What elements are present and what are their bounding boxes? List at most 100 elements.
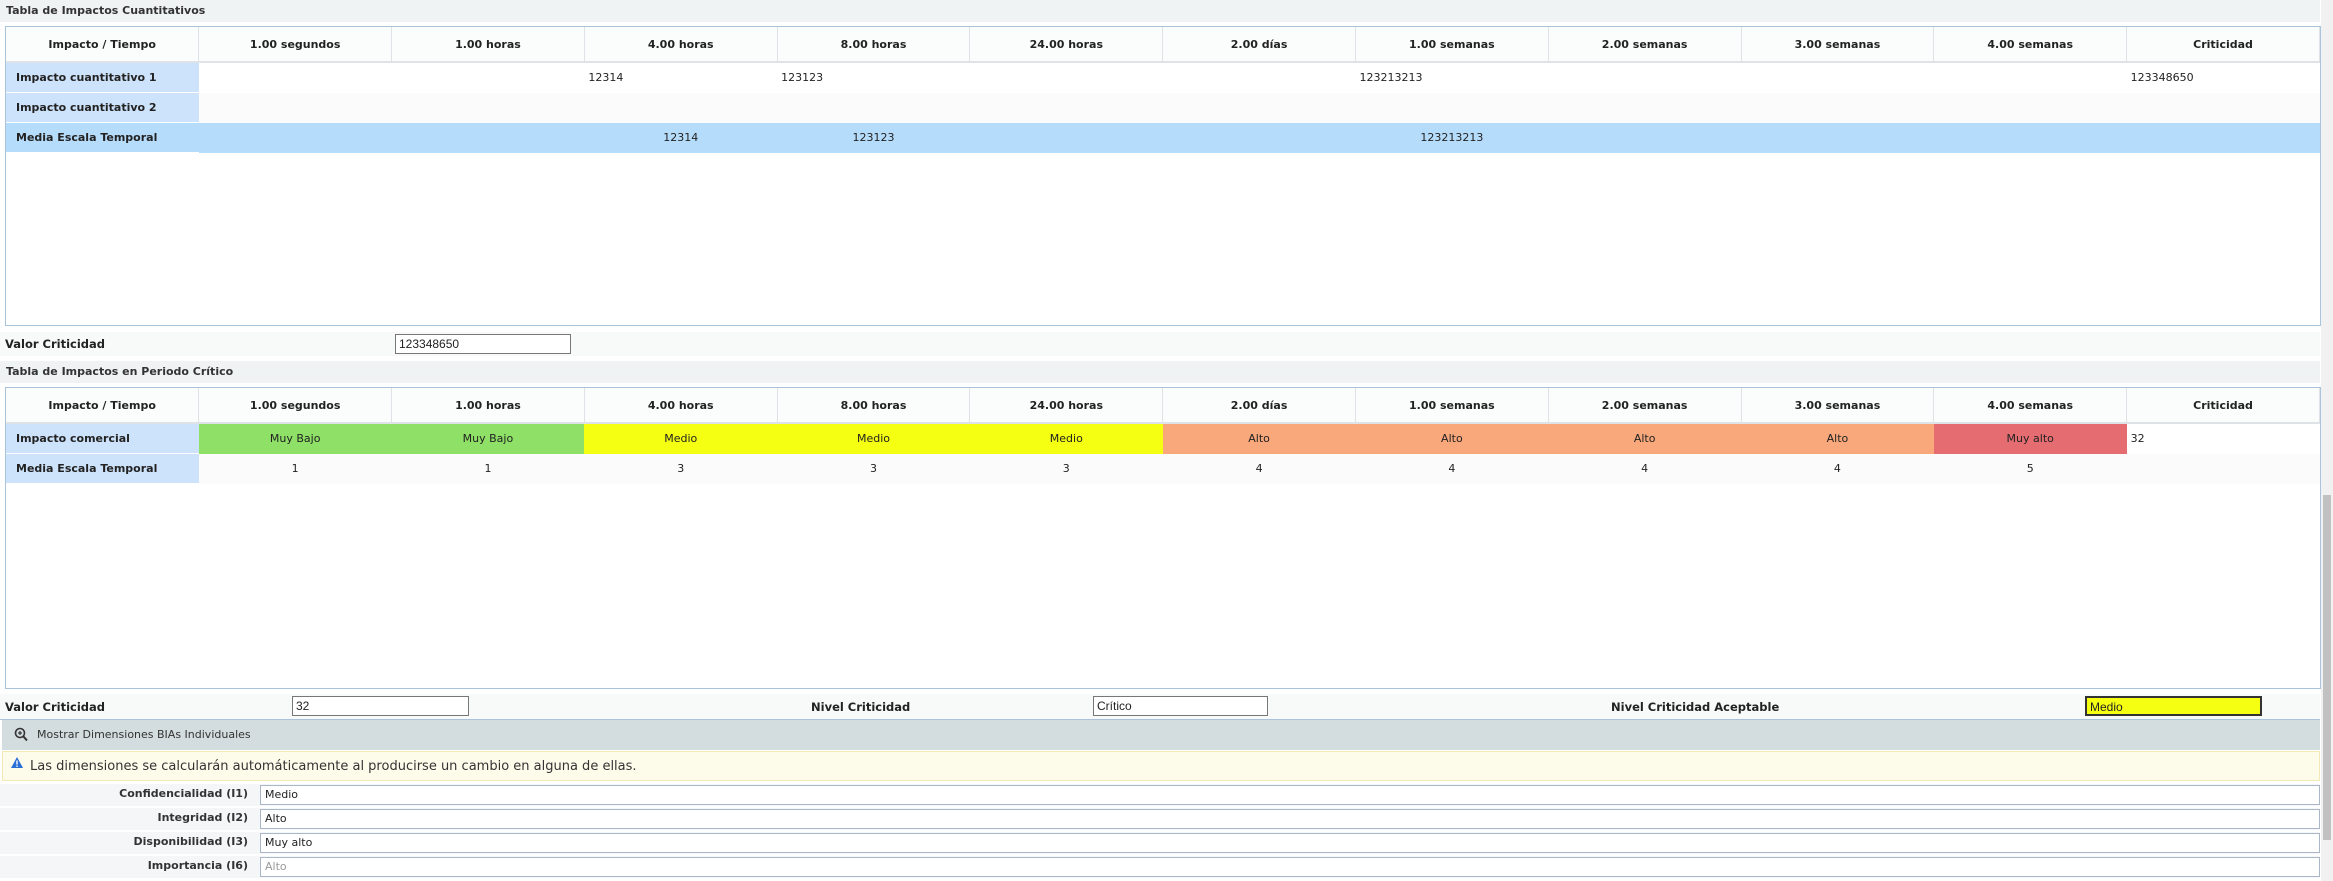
column-header: Criticidad bbox=[2126, 27, 2320, 63]
valor-criticidad-input[interactable]: 123348650 bbox=[395, 334, 571, 354]
table-cell: 123348650 bbox=[2130, 71, 2194, 85]
column-header: Impacto / Tiempo bbox=[6, 388, 200, 424]
table-cell bbox=[1548, 122, 1742, 153]
column-header: 4.00 horas bbox=[584, 27, 778, 63]
table-cell bbox=[777, 92, 970, 123]
dimension-label: Integridad (I2) bbox=[157, 811, 248, 824]
nivel-aceptable-label: Nivel Criticidad Aceptable bbox=[1611, 700, 1780, 714]
table-cell: 12314 bbox=[584, 122, 778, 153]
valor-criticidad-row: Valor Criticidad 123348650 bbox=[0, 332, 2320, 356]
column-header: 2.00 días bbox=[1162, 27, 1356, 63]
dimension-field-row: Disponibilidad (I3) Muy alto bbox=[0, 832, 2320, 854]
row-header: Media Escala Temporal bbox=[6, 122, 199, 153]
table-cell bbox=[2126, 453, 2320, 484]
table-cell bbox=[584, 92, 778, 123]
nivel-criticidad-label: Nivel Criticidad bbox=[811, 700, 911, 714]
table-cell: 4 bbox=[1741, 453, 1934, 484]
table-cell: Alto bbox=[1162, 423, 1356, 454]
table-cell: 4 bbox=[1548, 453, 1742, 484]
critical-period-impacts-table: Impacto / Tiempo 1.00 segundos 1.00 horas 4… bbox=[5, 387, 2321, 689]
dimension-label: Disponibilidad (I3) bbox=[133, 835, 248, 848]
row-header: Impacto cuantitativo 1 bbox=[6, 62, 199, 93]
dimension-field-row: Confidencialidad (I1) Medio bbox=[0, 784, 2320, 806]
column-header: 2.00 semanas bbox=[1548, 388, 1742, 424]
table-cell: Muy alto bbox=[1933, 423, 2127, 454]
mostrar-dimensiones-label: Mostrar Dimensiones BIAs Individuales bbox=[37, 728, 251, 741]
table-cell bbox=[1548, 92, 1742, 123]
table-cell bbox=[1163, 62, 1356, 93]
table-row: Media Escala Temporal 1 1 3 3 3 4 4 4 4 5 bbox=[6, 453, 2320, 484]
table-cell: Muy Bajo bbox=[391, 423, 585, 454]
table-cell: Medio bbox=[584, 423, 778, 454]
table-cell: 3 bbox=[777, 453, 970, 484]
column-header: Criticidad bbox=[2126, 388, 2320, 424]
column-header: 24.00 horas bbox=[969, 27, 1164, 63]
table-cell bbox=[1741, 92, 1934, 123]
table-cell: 4 bbox=[1162, 453, 1356, 484]
column-header: 4.00 semanas bbox=[1933, 27, 2128, 63]
table-cell: 1 bbox=[391, 453, 585, 484]
valor-criticidad-input[interactable]: 32 bbox=[292, 696, 469, 716]
table-cell: Alto bbox=[1548, 423, 1742, 454]
nivel-aceptable-input[interactable]: Medio bbox=[2085, 696, 2262, 716]
mostrar-dimensiones-toggle[interactable]: Mostrar Dimensiones BIAs Individuales bbox=[2, 720, 2320, 750]
table-cell bbox=[1162, 122, 1356, 153]
table-cell bbox=[2126, 92, 2320, 123]
column-header: 1.00 horas bbox=[391, 27, 585, 63]
dimension-label: Importancia (I6) bbox=[147, 859, 248, 872]
column-header: 8.00 horas bbox=[777, 388, 971, 424]
table-cell bbox=[969, 122, 1163, 153]
table-cell: 123123 bbox=[777, 122, 970, 153]
alert-text: Las dimensiones se calcularán automática… bbox=[30, 759, 637, 774]
table-cell: 123123 bbox=[781, 71, 824, 85]
table-row: Impacto cuantitativo 2 bbox=[6, 92, 2320, 123]
row-header: Impacto comercial bbox=[6, 423, 199, 454]
table-cell bbox=[969, 92, 1163, 123]
table-cell bbox=[198, 92, 392, 123]
table-cell bbox=[2126, 122, 2320, 153]
table-cell: 123213213 bbox=[1359, 71, 1423, 85]
quantitative-impacts-table: Impacto / Tiempo 1.00 segundos 1.00 horas 4… bbox=[5, 26, 2321, 326]
table-cell: 3 bbox=[969, 453, 1163, 484]
table-cell bbox=[391, 92, 585, 123]
dimension-label: Confidencialidad (I1) bbox=[119, 787, 248, 800]
nivel-criticidad-input[interactable]: Crítico bbox=[1093, 696, 1268, 716]
page-scrollbar[interactable] bbox=[2321, 0, 2333, 881]
table-cell: 4 bbox=[1355, 453, 1549, 484]
info-alert: Las dimensiones se calcularán automática… bbox=[2, 751, 2320, 781]
quantitative-table-title: Tabla de Impactos Cuantitativos bbox=[0, 0, 2320, 22]
dimension-input[interactable]: Medio bbox=[260, 785, 2320, 805]
table-cell: 123213213 bbox=[1355, 122, 1549, 153]
dimension-input[interactable]: Alto bbox=[260, 857, 2320, 877]
table-cell: 32 bbox=[2130, 432, 2145, 446]
criticidad-summary-row: Valor Criticidad 32 Nivel Criticidad Crí… bbox=[0, 694, 2320, 720]
column-header: 1.00 segundos bbox=[198, 27, 393, 63]
dimension-input[interactable]: Alto bbox=[260, 809, 2320, 829]
dimension-input[interactable]: Muy alto bbox=[260, 833, 2320, 853]
column-header: Impacto / Tiempo bbox=[6, 27, 200, 63]
table-cell bbox=[199, 62, 392, 93]
table-cell bbox=[1355, 92, 1549, 123]
zoom-in-icon bbox=[14, 727, 28, 742]
table-cell: Alto bbox=[1355, 423, 1549, 454]
table-cell bbox=[1741, 122, 1934, 153]
scrollbar-thumb[interactable] bbox=[2323, 495, 2331, 840]
column-header: 4.00 horas bbox=[584, 388, 778, 424]
table-cell: Muy Bajo bbox=[198, 423, 392, 454]
column-header: 24.00 horas bbox=[969, 388, 1164, 424]
column-header: 1.00 semanas bbox=[1355, 27, 1549, 63]
table-cell bbox=[1933, 92, 2127, 123]
table-row: Impacto cuantitativo 1 12314 123123 1232132… bbox=[6, 62, 2320, 93]
row-header: Impacto cuantitativo 2 bbox=[6, 92, 199, 123]
warning-icon bbox=[11, 757, 23, 768]
valor-criticidad-label: Valor Criticidad bbox=[5, 337, 106, 351]
table-cell bbox=[1162, 92, 1356, 123]
table-cell: Medio bbox=[777, 423, 970, 454]
table-cell bbox=[1741, 62, 1934, 93]
critical-period-table-title: Tabla de Impactos en Periodo Crítico bbox=[0, 361, 2320, 383]
table-cell bbox=[1548, 62, 1741, 93]
column-header: 4.00 semanas bbox=[1933, 388, 2128, 424]
table-cell: 1 bbox=[198, 453, 392, 484]
table-cell bbox=[391, 122, 585, 153]
column-header: 1.00 semanas bbox=[1355, 388, 1549, 424]
